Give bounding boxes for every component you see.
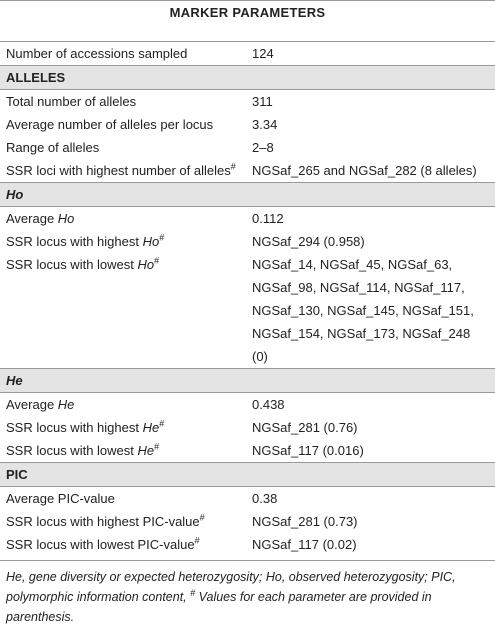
section-row: Ho [0,182,495,207]
text-part: Ho [57,211,75,226]
text-part: # [230,161,236,172]
text-part: # [194,535,200,546]
text-part: # [159,418,165,429]
text-part: Ho [142,234,160,249]
section-heading: He [0,368,495,393]
text-part: SSR locus with highest PIC-value [6,514,200,529]
section-row: PIC [0,462,495,487]
text-part: ALLELES [6,70,66,85]
text-part: , gene diversity or expected heterozygos… [21,570,266,584]
text-part: SSR loci with highest number of alleles [6,163,231,178]
row-label: Number of accessions sampled [0,42,246,66]
section-heading: PIC [0,462,495,487]
row-value: 3.34 [252,117,278,132]
row-value: NGSaf_14, NGSaf_45, NGSaf_63, NGSaf_98, … [252,257,474,364]
text-part: SSR locus with lowest [6,257,138,272]
row-value: 124 [252,46,274,61]
table-row: Average He 0.438 [0,393,495,417]
table-row: Average number of alleles per locus 3.34 [0,113,495,136]
row-label: Range of alleles [0,136,246,159]
text-part: # [199,512,205,523]
row-label: Total number of alleles [0,90,246,114]
row-label: Average PIC-value [0,487,246,511]
row-label: SSR locus with lowest He# [0,439,246,463]
row-value: NGSaf_281 (0.73) [252,514,358,529]
text-part: SSR locus with highest [6,420,143,435]
text-part: PIC [6,467,28,482]
row-value: NGSaf_294 (0.958) [252,234,365,249]
table-row: SSR locus with lowest PIC-value# NGSaf_11… [0,533,495,561]
table-row: Total number of alleles 311 [0,90,495,114]
text-part: Ho [6,187,24,202]
text-part: Average number of alleles per locus [6,117,214,132]
row-label: Average number of alleles per locus [0,113,246,136]
row-label: SSR locus with highest Ho# [0,230,246,253]
row-value: NGSaf_117 (0.02) [246,533,495,561]
row-value: 0.38 [252,491,278,506]
section-heading: ALLELES [0,65,495,90]
text-part: SSR locus with lowest [6,443,138,458]
row-label: SSR locus with highest PIC-value# [0,510,246,533]
table-row: SSR locus with highest Ho# NGSaf_294 (0.9… [0,230,495,253]
table-row: Number of accessions sampled 124 [0,42,495,66]
row-label: Average Ho [0,207,246,231]
row-label: SSR locus with highest He# [0,416,246,439]
row-value: NGSaf_265 and NGSaf_282 (8 alleles) [252,163,477,178]
table-row: Average Ho 0.112 [0,207,495,231]
text-part: He [142,420,160,435]
text-part: Average [6,397,58,412]
table-row: SSR locus with highest PIC-value# NGSaf_2… [0,510,495,533]
text-part: He [57,397,75,412]
text-part: Ho [137,257,155,272]
table-row: Average PIC-value 0.38 [0,487,495,511]
row-label: SSR locus with lowest PIC-value# [0,533,246,561]
text-part: Average [6,211,58,226]
text-part: SSR locus with lowest PIC-value [6,537,195,552]
text-part: SSR locus with highest [6,234,143,249]
text-part: He [6,570,22,584]
table-row: SSR locus with lowest Ho# NGSaf_14, NGSaf… [0,253,495,369]
table-row: SSR locus with highest He# NGSaf_281 (0.7… [0,416,495,439]
row-value: NGSaf_117 (0.016) [252,443,364,458]
row-value: 311 [252,94,273,109]
text-part: # [154,441,160,452]
text-part: Total number of alleles [6,94,137,109]
row-label: Average He [0,393,246,417]
text-part: Range of alleles [6,140,100,155]
table-row: SSR locus with lowest He# NGSaf_117 (0.01… [0,439,495,463]
table-row: SSR loci with highest number of alleles#… [0,159,495,183]
text-part: # [159,232,165,243]
table-title: MARKER PARAMETERS [0,0,495,42]
table-row: Range of alleles 2–8 [0,136,495,159]
text-part: Number of accessions sampled [6,46,188,61]
section-heading: Ho [0,182,495,207]
text-part: Average PIC-value [6,491,115,506]
row-value: 0.438 [252,397,285,412]
section-row: ALLELES [0,65,495,90]
row-value: 0.112 [252,211,284,226]
row-label: SSR loci with highest number of alleles# [0,159,246,183]
row-label: SSR locus with lowest Ho# [0,253,246,369]
text-part: Ho [265,570,282,584]
text-part: # [154,255,160,266]
row-value: NGSaf_281 (0.76) [252,420,358,435]
footnote: He, gene diversity or expected heterozyg… [0,561,495,627]
text-part: He [6,373,23,388]
text-part: He [137,443,155,458]
section-row: He [0,368,495,393]
row-value: 2–8 [252,140,274,155]
table: MARKER PARAMETERS Number of accessions s… [0,0,495,561]
